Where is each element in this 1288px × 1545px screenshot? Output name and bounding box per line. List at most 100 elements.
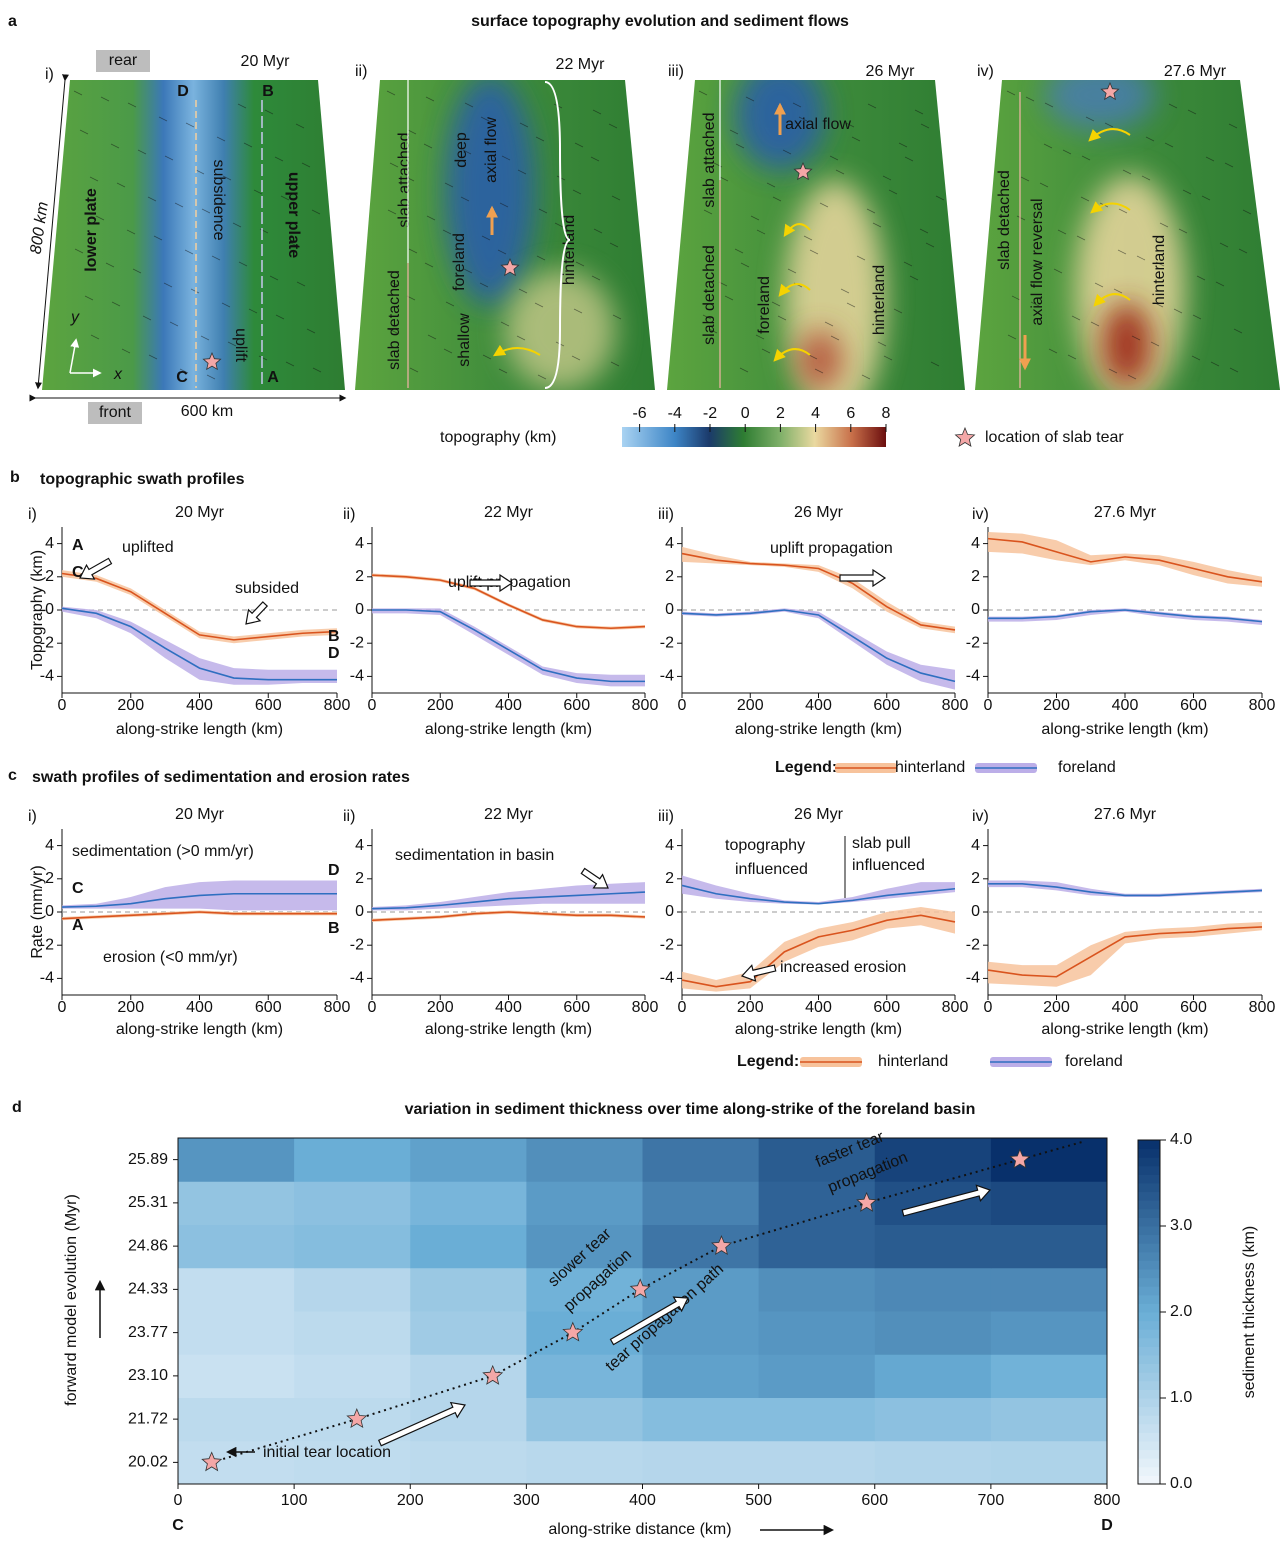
uncertainty-band <box>988 921 1262 987</box>
heatmap-cell <box>642 1138 760 1182</box>
heatmap-cell <box>758 1138 876 1182</box>
y-tick-label: 20.02 <box>128 1454 168 1471</box>
colorbar-segment <box>1138 1251 1160 1261</box>
y-tick-label: 4 <box>45 535 54 552</box>
flow-vector <box>877 341 887 347</box>
flow-vector <box>745 96 755 102</box>
map-label: ii) <box>355 63 367 80</box>
heatmap-cell <box>526 1181 643 1225</box>
subplot-title: 20 Myr <box>175 504 225 521</box>
flow-vector <box>1071 315 1081 321</box>
map-title: 22 Myr <box>556 56 606 73</box>
colorbar-segment <box>1138 1286 1160 1296</box>
y-tick-label: -4 <box>660 668 674 685</box>
map-text: axial flow <box>483 117 500 183</box>
heatmap-cell <box>874 1311 992 1355</box>
colorbar-segment <box>1138 1355 1160 1365</box>
annotation: B <box>328 920 340 937</box>
tear-star <box>202 351 222 371</box>
profile-line <box>988 609 1263 623</box>
heatmap-cell <box>294 1354 411 1398</box>
annotation: sedimentation (>0 mm/yr) <box>72 843 254 860</box>
y-tick-label: 0 <box>971 601 980 618</box>
flow-vector <box>460 196 470 202</box>
label-box <box>88 402 142 424</box>
y-tick-label: 4 <box>665 837 674 854</box>
flow-vector <box>935 195 945 201</box>
flow-vector <box>248 308 258 314</box>
heatmap-cell <box>990 1397 1108 1442</box>
map-text: A <box>267 369 279 386</box>
flow-vector <box>909 275 919 281</box>
heatmap-cell <box>526 1138 643 1182</box>
map-text: upper plate <box>285 172 302 258</box>
heatmap-cell <box>410 1267 527 1312</box>
legend-label: hinterland <box>895 759 965 776</box>
heatmap-cell <box>642 1440 760 1485</box>
colorbar-segment <box>1138 1234 1160 1244</box>
uncertainty-band <box>682 907 955 992</box>
map-text: hinterland <box>1151 235 1168 305</box>
y-tick-label: 4 <box>355 837 364 854</box>
x-tick-label: 0 <box>58 999 67 1016</box>
colorbar-segment <box>1138 1398 1160 1408</box>
flow-vector <box>1136 255 1146 261</box>
y-tick-label: 2 <box>45 870 54 887</box>
flow-vector <box>571 355 581 361</box>
heatmap-cell <box>410 1440 527 1485</box>
flow-vector <box>126 229 136 235</box>
y-tick-label: -4 <box>40 668 54 685</box>
map-text: x <box>113 366 123 383</box>
flow-arrow <box>783 223 811 238</box>
flow-vector <box>1196 275 1206 281</box>
flow-vector <box>1178 228 1188 234</box>
colorbar-segment <box>1138 1260 1160 1270</box>
flow-vector <box>296 281 306 287</box>
map-text: foreland <box>451 233 468 291</box>
heatmap-cell <box>758 1397 876 1442</box>
heatmap-cell <box>526 1267 643 1312</box>
map-text: slab detached <box>386 270 403 370</box>
flow-vector <box>443 348 453 354</box>
map-text: deep <box>453 132 470 168</box>
colorbar-segment <box>1138 1449 1160 1459</box>
x-tick-label: 200 <box>117 999 144 1016</box>
flow-vector <box>903 261 913 267</box>
colorbar-segment <box>1138 1320 1160 1330</box>
axis-end-label: C <box>172 1517 184 1534</box>
heatmap-cell <box>642 1397 760 1442</box>
uncertainty-band <box>372 608 645 687</box>
x-axis-label: along-strike length (km) <box>735 1021 902 1038</box>
heatmap-cell <box>294 1181 411 1225</box>
flow-vector <box>464 102 474 108</box>
y-tick-label: 4 <box>971 837 980 854</box>
flow-vector <box>95 215 105 221</box>
flow-vector <box>755 334 765 340</box>
heatmap-cell <box>526 1397 643 1442</box>
x-tick-label: 600 <box>873 697 900 714</box>
profile-line <box>371 891 646 910</box>
flow-vector <box>390 281 400 287</box>
flow-vector <box>1007 334 1017 340</box>
profile-line <box>987 926 1263 978</box>
x-tick-label: 0 <box>678 999 687 1016</box>
flow-vector <box>719 176 729 182</box>
flow-vector <box>479 282 489 288</box>
colorbar-tick-label: 1.0 <box>1170 1389 1192 1406</box>
flow-vector <box>845 122 855 128</box>
flow-vector <box>221 302 231 308</box>
y-tick-label: 2 <box>971 870 980 887</box>
y-tick-label: 4 <box>45 837 54 854</box>
flow-arrow <box>773 348 811 362</box>
flow-vector <box>1113 288 1123 294</box>
x-tick-label: 400 <box>629 1492 656 1509</box>
flow-vector <box>147 196 157 202</box>
subplot-label: ii) <box>343 506 355 523</box>
colorbar <box>622 427 886 447</box>
flow-vector <box>237 103 247 109</box>
flow-vector <box>756 229 766 235</box>
map-text: slab attached <box>396 132 413 227</box>
flow-vector <box>708 328 718 334</box>
heatmap-cell <box>874 1354 992 1398</box>
tear-star <box>500 257 520 277</box>
